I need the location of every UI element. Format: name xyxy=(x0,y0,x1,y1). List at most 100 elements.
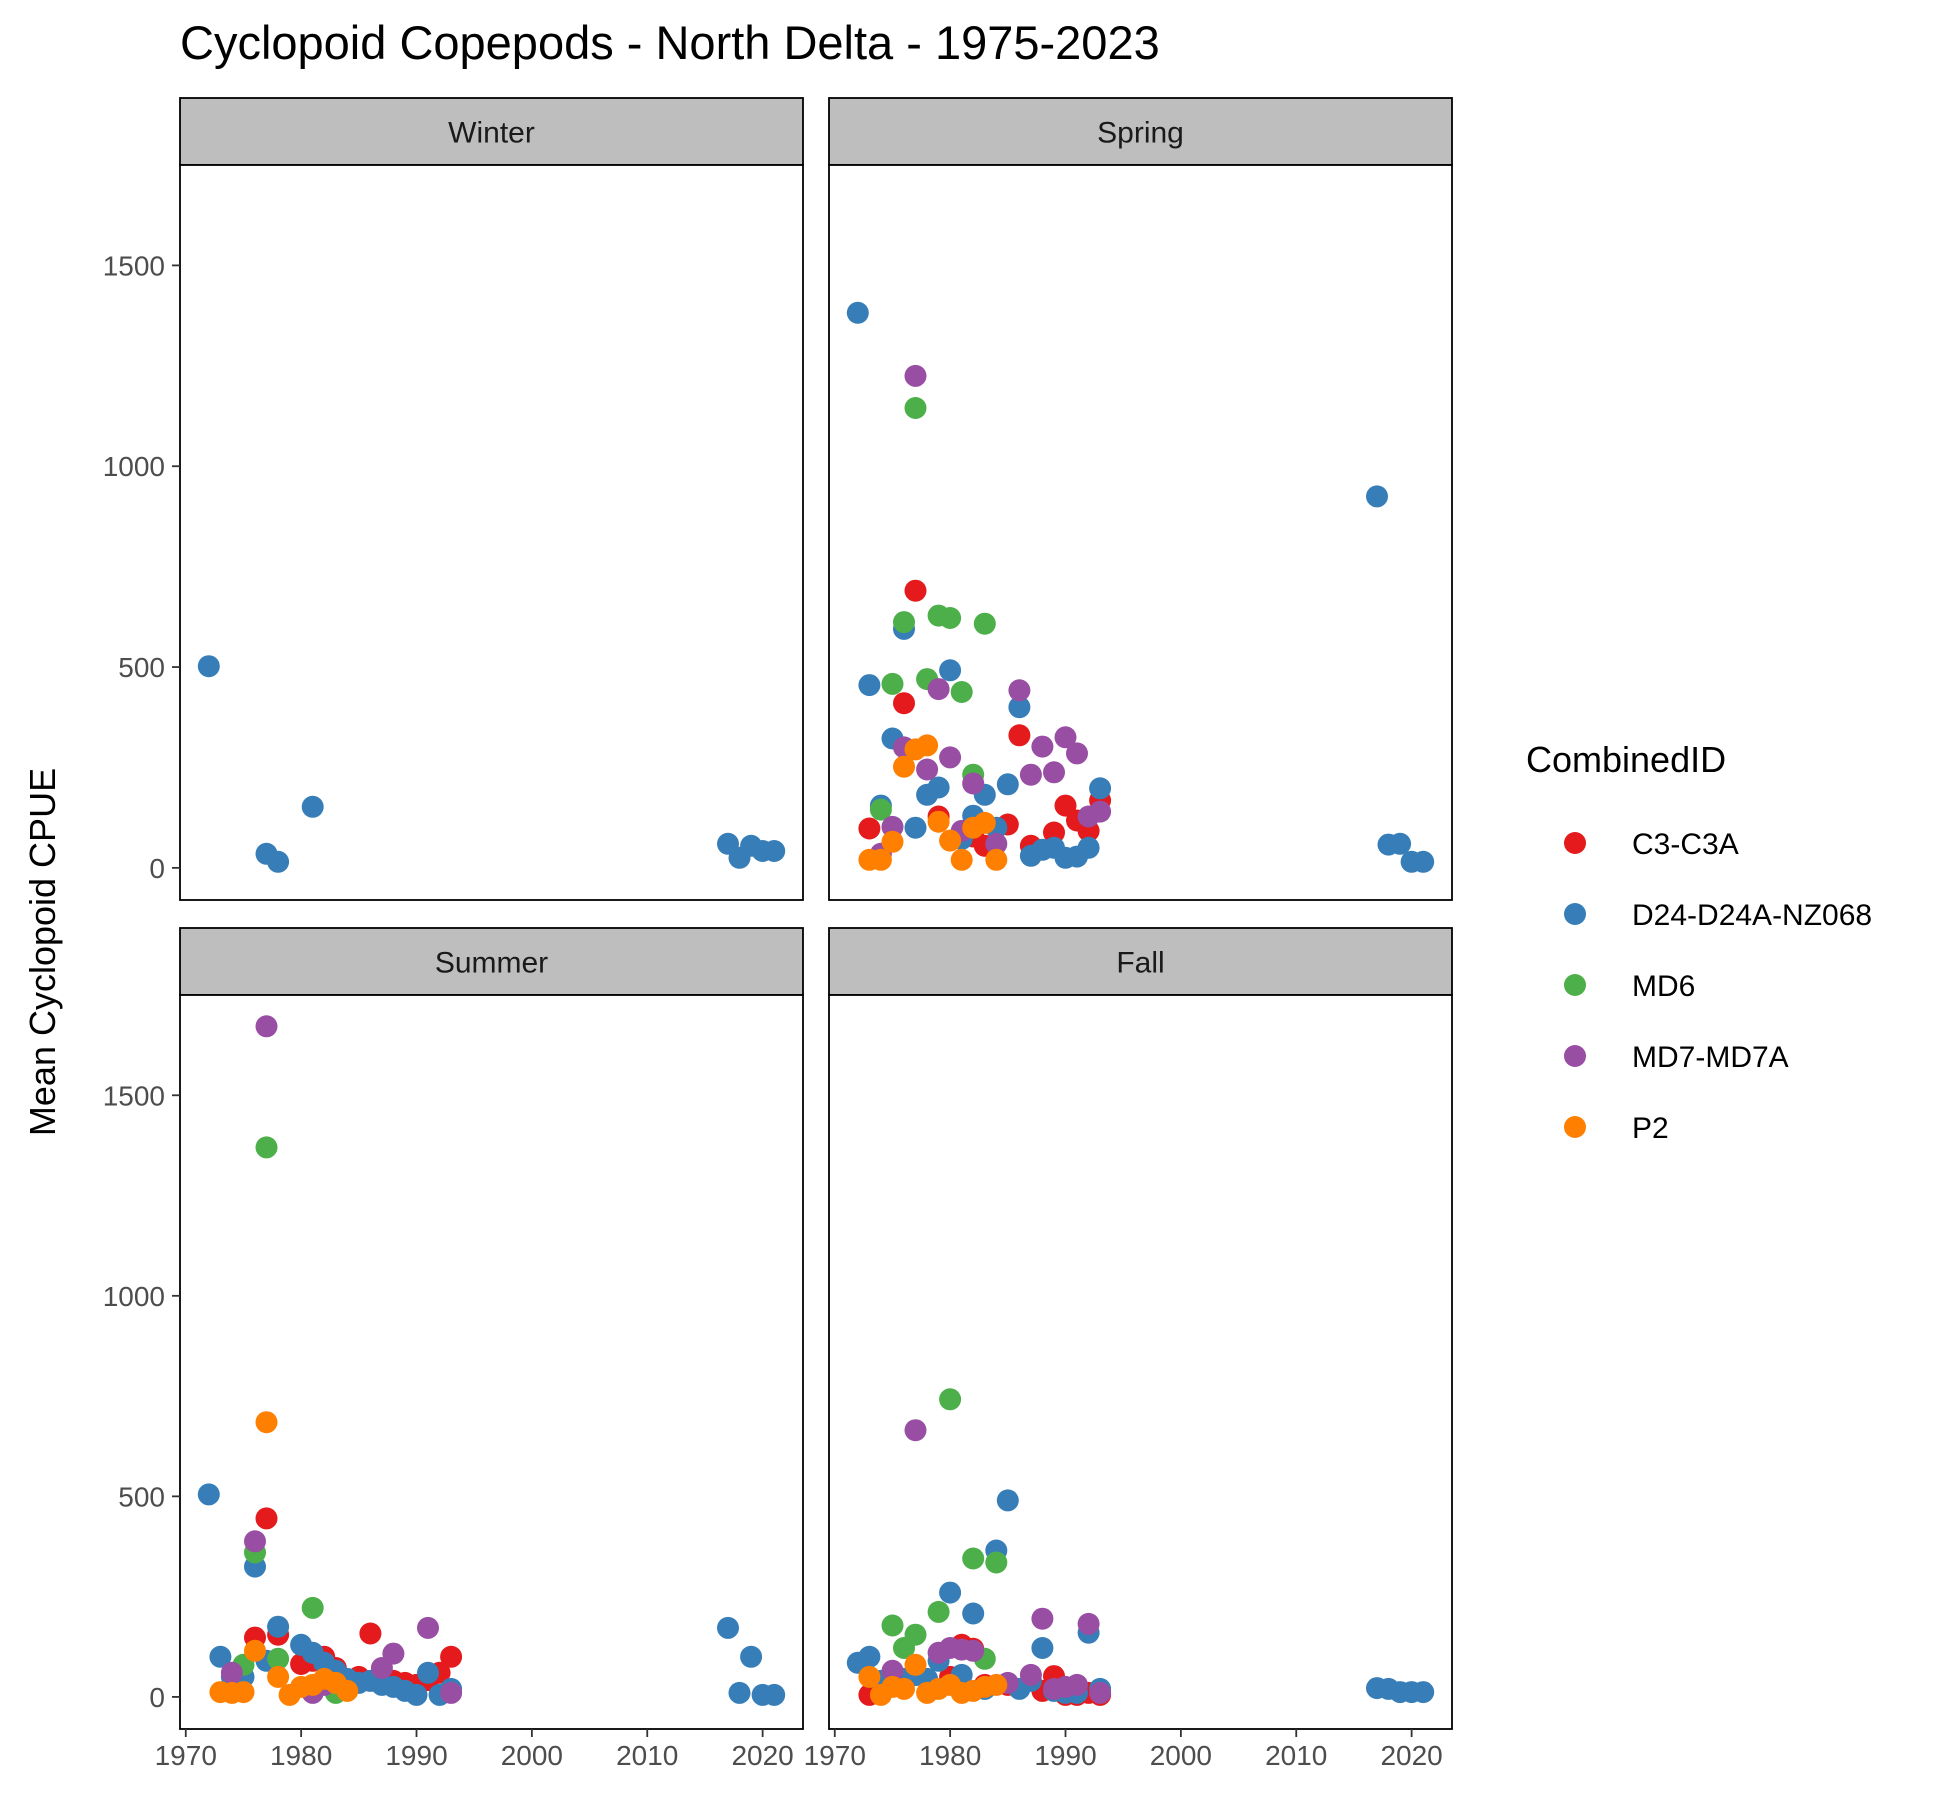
point-spring-c3-c3a xyxy=(1043,821,1065,844)
legend-title: CombinedID xyxy=(1526,739,1726,780)
legend-key-d24-d24a-nz068 xyxy=(1564,903,1586,925)
y-tick-label: 500 xyxy=(118,652,165,683)
legend-item-md7-md7a: MD7-MD7A xyxy=(1564,1041,1789,1074)
point-summer-d24-d24a-nz068 xyxy=(417,1661,439,1684)
point-spring-md6 xyxy=(869,798,892,821)
point-summer-c3-c3a xyxy=(440,1645,463,1668)
x-tick-label: 2010 xyxy=(1265,1740,1327,1771)
point-spring-c3-c3a xyxy=(904,579,927,602)
facet-panel-winter: Winter 0 500 1000 1500 xyxy=(103,97,804,901)
y-tick-label: 1000 xyxy=(103,1281,165,1312)
point-summer-p2 xyxy=(244,1639,266,1662)
panel-border-fall xyxy=(828,994,1453,1730)
panel-border-winter xyxy=(179,164,804,901)
point-spring-p2 xyxy=(869,848,892,871)
point-spring-p2 xyxy=(939,829,962,852)
point-fall-md6 xyxy=(939,1388,962,1411)
point-spring-d24-d24a-nz068 xyxy=(1389,832,1412,855)
x-tick-label: 2010 xyxy=(616,1740,678,1771)
chart-title: Cyclopoid Copepods - North Delta - 1975-… xyxy=(180,16,1160,69)
point-summer-md7-md7a xyxy=(220,1661,243,1684)
point-fall-md6 xyxy=(985,1551,1008,1574)
point-summer-p2 xyxy=(336,1679,359,1702)
facet-panel-summer: Summer 0 500 1000 1500 1970 1980 1990 2000 2010 20… xyxy=(103,927,804,1771)
point-spring-md7-md7a xyxy=(962,772,985,795)
point-fall-md7-md7a xyxy=(1031,1607,1054,1630)
point-spring-md6 xyxy=(881,672,904,695)
point-fall-p2 xyxy=(985,1673,1008,1696)
panel-border-summer xyxy=(179,994,804,1730)
facet-strip-winter xyxy=(179,97,804,166)
x-tick-label: 1970 xyxy=(155,1740,217,1771)
point-fall-d24-d24a-nz068 xyxy=(1412,1681,1435,1704)
y-tick-label: 1500 xyxy=(103,1080,165,1111)
point-spring-c3-c3a xyxy=(1008,724,1031,747)
point-fall-md6 xyxy=(904,1623,927,1646)
facet-panel-fall: Fall 1970 1980 1990 2000 2010 2020 xyxy=(804,927,1453,1771)
point-summer-md6 xyxy=(301,1596,324,1619)
point-fall-md7-md7a xyxy=(1066,1673,1088,1696)
point-summer-md7-md7a xyxy=(244,1530,266,1553)
point-spring-p2 xyxy=(893,755,915,778)
point-spring-p2 xyxy=(950,848,973,871)
x-tick-label: 1980 xyxy=(919,1740,981,1771)
point-summer-p2 xyxy=(255,1411,278,1434)
facet-strip-summer xyxy=(179,927,804,996)
point-spring-p2 xyxy=(985,848,1008,871)
point-spring-md6 xyxy=(950,681,973,703)
y-tick-label: 500 xyxy=(118,1481,165,1512)
point-summer-md7-md7a xyxy=(382,1642,405,1665)
legend-label-d24-d24a-nz068: D24-D24A-NZ068 xyxy=(1632,899,1872,932)
point-spring-md6 xyxy=(904,397,927,419)
legend-item-c3-c3a: C3-C3A xyxy=(1564,828,1739,861)
point-spring-md6 xyxy=(973,612,996,635)
point-fall-p2 xyxy=(893,1677,915,1700)
y-axis-winter: 0 500 1000 1500 xyxy=(103,250,180,884)
facet-strip-label-spring: Spring xyxy=(1097,117,1184,150)
x-tick-label: 2000 xyxy=(501,1740,563,1771)
point-summer-d24-d24a-nz068 xyxy=(728,1681,751,1704)
point-fall-md7-md7a xyxy=(904,1419,927,1442)
x-axis-summer: 1970 1980 1990 2000 2010 2020 xyxy=(155,1729,794,1771)
point-summer-c3-c3a xyxy=(359,1622,382,1645)
point-winter-d24-d24a-nz068 xyxy=(301,795,324,818)
point-summer-md7-md7a xyxy=(417,1616,439,1639)
legend-item-md6: MD6 xyxy=(1564,970,1695,1003)
facet-panels: Winter 0 500 1000 1500 Spring Summer 0 500 1000 15… xyxy=(103,97,1453,1771)
point-summer-d24-d24a-nz068 xyxy=(267,1615,290,1638)
y-tick-label: 0 xyxy=(149,853,165,884)
point-spring-md7-md7a xyxy=(1019,763,1042,786)
point-spring-p2 xyxy=(881,830,904,853)
point-winter-d24-d24a-nz068 xyxy=(763,840,786,862)
point-fall-md7-md7a xyxy=(1077,1612,1100,1635)
points-spring xyxy=(846,301,1435,873)
legend-label-c3-c3a: C3-C3A xyxy=(1632,828,1739,861)
point-summer-md7-md7a xyxy=(255,1015,278,1038)
y-tick-label: 1500 xyxy=(103,250,165,281)
point-spring-md7-md7a xyxy=(1043,761,1065,784)
point-summer-p2 xyxy=(267,1665,290,1688)
point-spring-d24-d24a-nz068 xyxy=(1412,850,1435,873)
point-spring-md7-md7a xyxy=(904,364,927,387)
point-spring-md7-md7a xyxy=(1066,742,1088,765)
point-fall-md7-md7a xyxy=(1019,1663,1042,1686)
point-spring-c3-c3a xyxy=(893,692,915,715)
facet-strip-label-summer: Summer xyxy=(435,947,548,980)
point-fall-md7-md7a xyxy=(881,1659,904,1682)
point-spring-md7-md7a xyxy=(927,678,950,701)
point-fall-d24-d24a-nz068 xyxy=(996,1489,1019,1512)
legend-key-md7-md7a xyxy=(1564,1045,1586,1067)
point-spring-d24-d24a-nz068 xyxy=(927,776,950,799)
point-summer-md7-md7a xyxy=(440,1681,463,1704)
point-fall-d24-d24a-nz068 xyxy=(939,1581,962,1604)
point-summer-d24-d24a-nz068 xyxy=(717,1616,739,1639)
point-winter-d24-d24a-nz068 xyxy=(267,850,290,873)
point-spring-md7-md7a xyxy=(1008,679,1031,702)
point-fall-d24-d24a-nz068 xyxy=(858,1645,881,1668)
point-spring-md7-md7a xyxy=(1031,735,1054,758)
point-spring-md7-md7a xyxy=(939,746,962,769)
point-fall-md7-md7a xyxy=(962,1639,985,1662)
point-spring-d24-d24a-nz068 xyxy=(1008,696,1031,719)
